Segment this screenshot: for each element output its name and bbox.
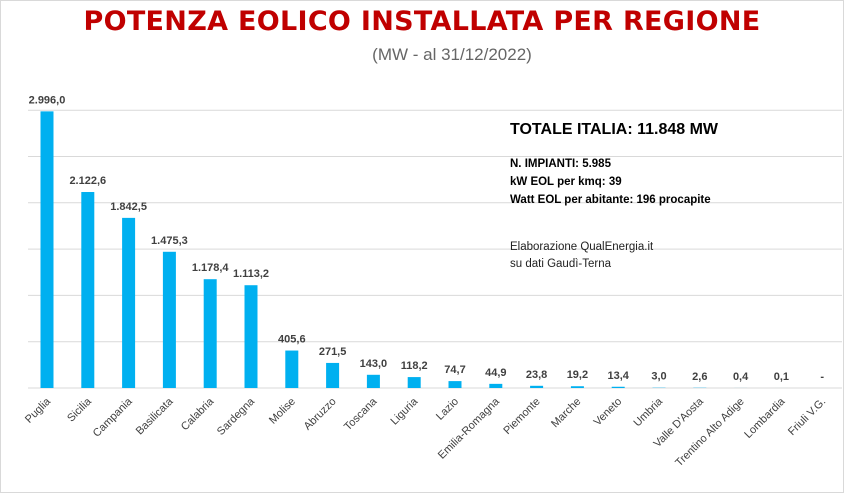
category-label: Basilicata [134, 395, 176, 437]
bar-sardegna [244, 285, 258, 388]
value-label: 13,4 [607, 370, 629, 382]
bar-veneto [611, 386, 625, 388]
category-label: Piemonte [501, 396, 542, 437]
value-label: 1.178,4 [192, 262, 230, 274]
value-label: 1.113,2 [233, 268, 269, 280]
category-label: Lombardia [742, 395, 788, 441]
bar-toscana [366, 374, 380, 388]
bar-liguria [407, 377, 421, 388]
total-italia-text: TOTALE ITALIA: 11.848 MW [510, 121, 719, 138]
category-label: Marche [549, 396, 583, 430]
category-label: Puglia [23, 395, 54, 426]
category-label: Toscana [342, 395, 380, 433]
kw-per-kmq-text: kW EOL per kmq: 39 [510, 176, 622, 188]
chart-subtitle: (MW - al 31/12/2022) [372, 45, 532, 64]
value-label: - [820, 371, 824, 383]
value-label: 143,0 [360, 358, 388, 370]
value-label: 2.122,6 [69, 175, 106, 187]
category-label: Umbria [632, 395, 666, 429]
value-label: 0,1 [774, 371, 789, 383]
category-label: Veneto [592, 396, 625, 429]
bar-lazio [448, 381, 462, 388]
bar-campania [122, 217, 136, 388]
bar-molise [285, 350, 299, 388]
category-label: Abruzzo [302, 396, 339, 433]
value-label: 23,8 [526, 369, 547, 381]
credit-line-2: su dati Gaudì-Terna [510, 258, 612, 270]
value-labels: 2.996,0 2.122,6 1.842,5 1.475,3 1.178,41.113… [29, 94, 825, 383]
value-label: 0,4 [733, 371, 749, 383]
bar-calabria [203, 279, 217, 388]
value-label: 118,2 [401, 360, 428, 372]
watt-per-abitante-text: Watt EOL per abitante: 196 procapite [510, 194, 711, 206]
category-label: Molise [267, 396, 298, 427]
value-label: 1.475,3 [151, 235, 188, 247]
bar-sicilia [81, 192, 95, 388]
bar-abruzzo [326, 362, 340, 388]
value-label: 19,2 [567, 369, 588, 381]
bar-piemonte [530, 385, 544, 388]
category-label: Calabria [179, 395, 217, 433]
category-label: Sicilia [65, 395, 94, 424]
category-label: Lazio [434, 396, 461, 423]
bar-basilicata [162, 251, 176, 388]
value-label: 1.842,5 [110, 201, 147, 213]
category-label: Trentino Alto Adige [673, 396, 746, 469]
bar-puglia [40, 111, 54, 389]
value-label: 44,9 [485, 367, 506, 379]
impianti-count-text: N. IMPIANTI: 5.985 [510, 158, 611, 170]
bars [40, 111, 788, 389]
bar-emilia-romagna [489, 383, 503, 388]
value-label: 271,5 [319, 346, 347, 358]
category-label: Sardegna [215, 395, 258, 438]
credit-line-1: Elaborazione QualEnergia.it [510, 241, 654, 253]
value-label: 405,6 [278, 334, 306, 346]
value-label: 2,6 [692, 371, 707, 383]
category-label: Friuli V.G. [786, 396, 828, 438]
chart-title: POTENZA EOLICO INSTALLATA PER REGIONE [83, 6, 761, 37]
value-label: 74,7 [444, 364, 465, 376]
category-label: Campania [91, 395, 136, 440]
value-label: 3,0 [651, 371, 666, 383]
gridlines [28, 109, 842, 389]
value-label: 2.996,0 [29, 94, 66, 106]
category-label: Liguria [388, 395, 420, 427]
bar-marche [570, 386, 584, 388]
